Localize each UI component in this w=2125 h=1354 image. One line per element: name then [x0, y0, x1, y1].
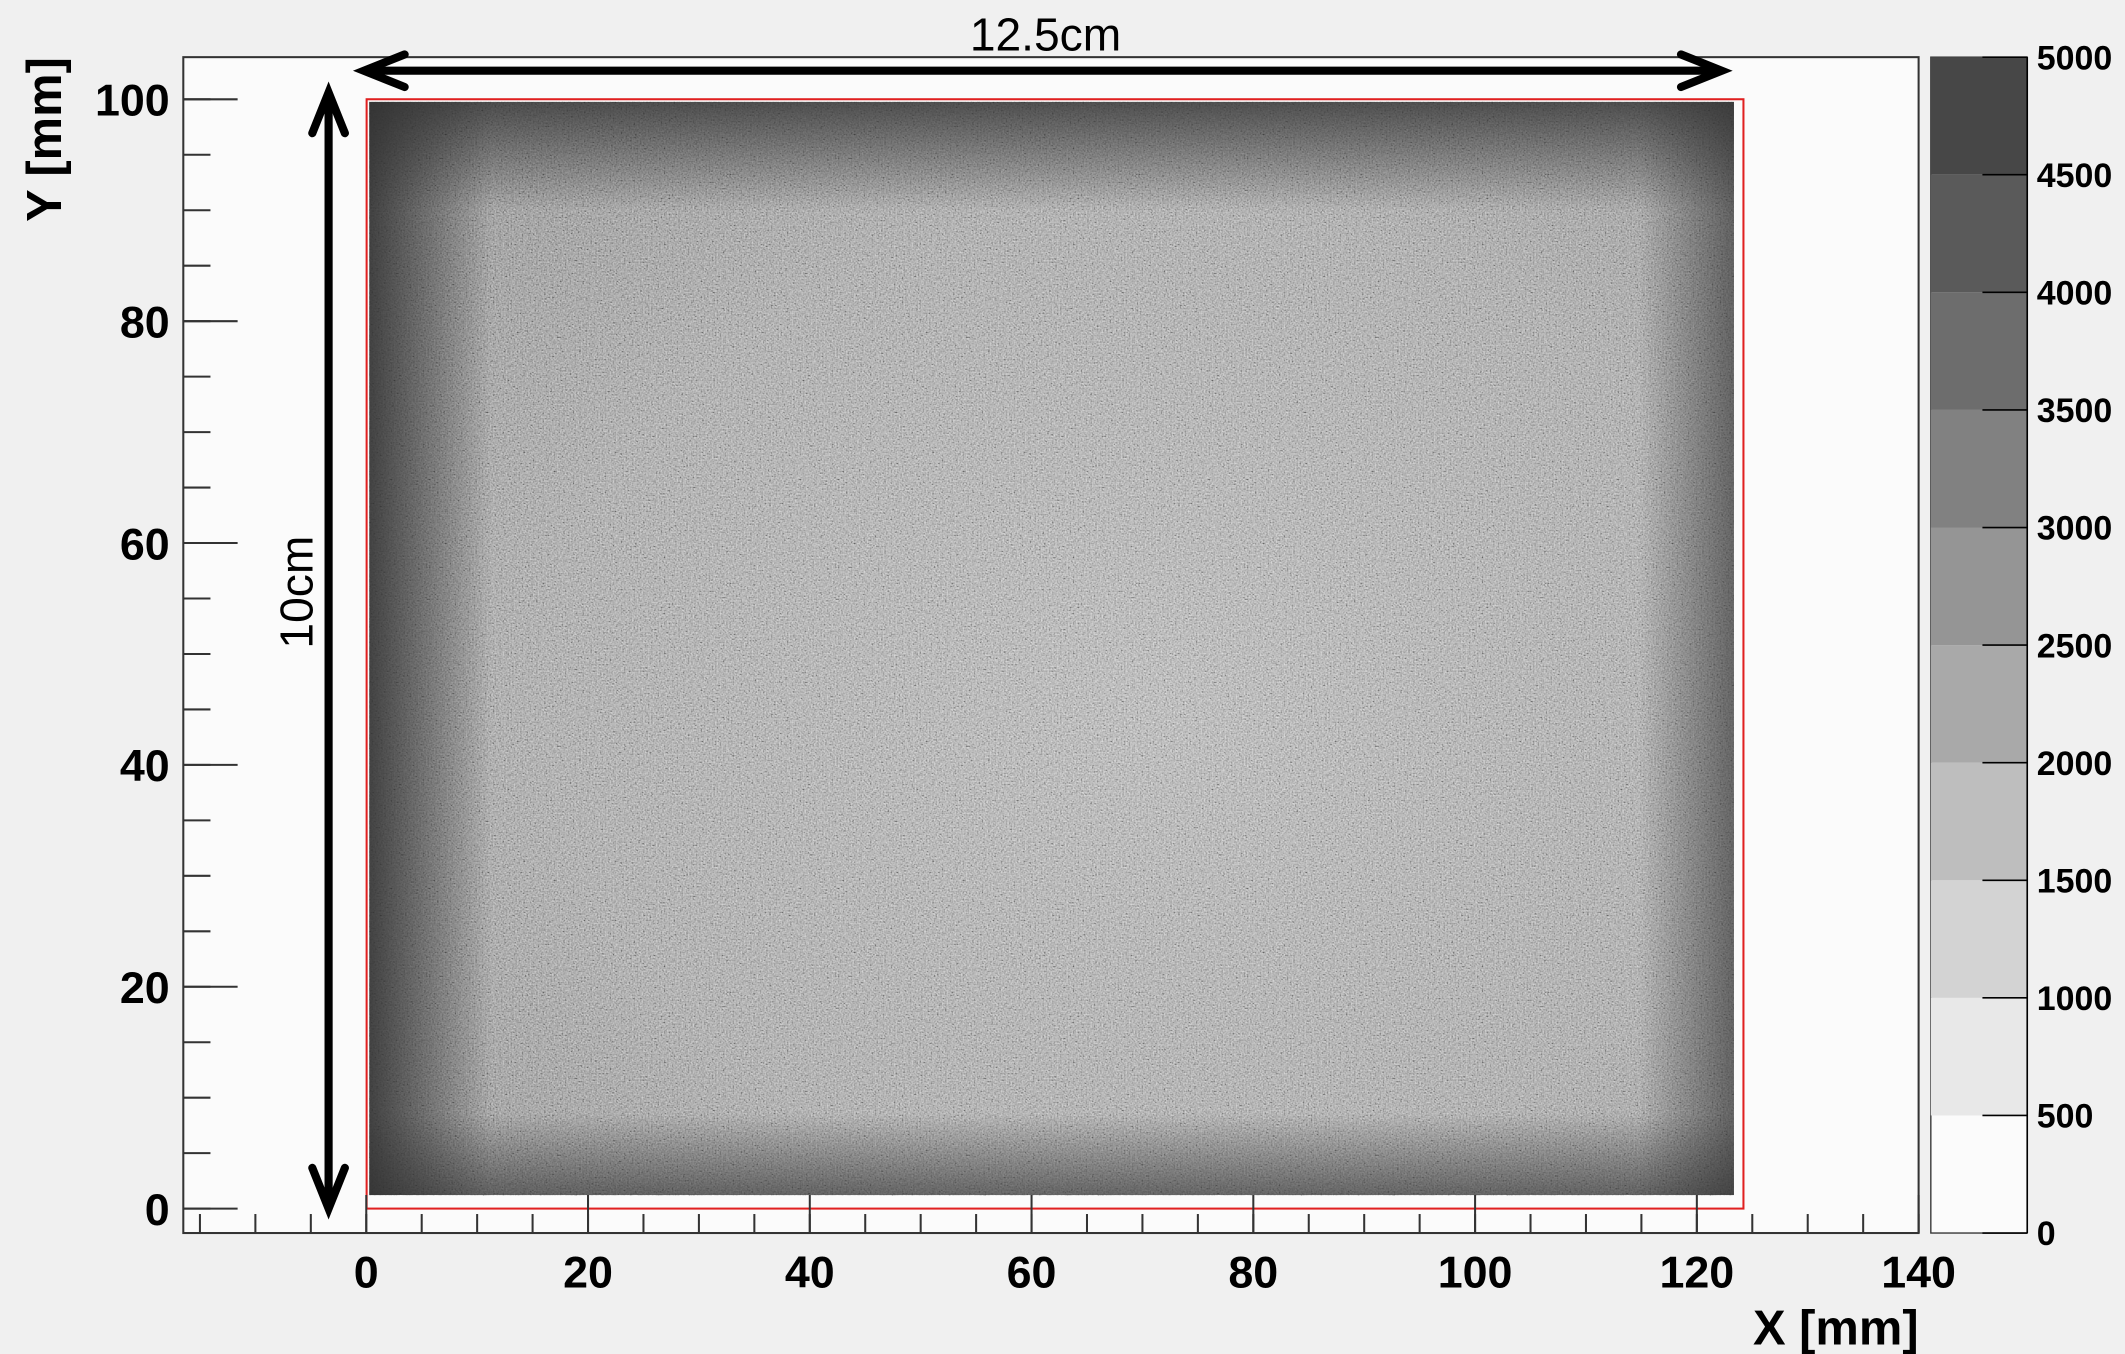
colorbar-tick-label: 2500 [2037, 627, 2113, 665]
colorbar-band [1931, 763, 2027, 881]
x-tick-label: 60 [1007, 1247, 1057, 1297]
page: 12.5cm 10cm X [mm] Y [mm] 0 20 40 60 80 100 12… [0, 0, 2125, 1354]
x-axis-title: X [mm] [1753, 1301, 1919, 1354]
colorbar-band [1931, 410, 2027, 528]
y-tick-label: 100 [95, 76, 170, 126]
colorbar-band [1931, 880, 2027, 998]
x-tick-label: 120 [1659, 1247, 1734, 1297]
annotation: 12.5cm [970, 8, 1121, 60]
y-tick-label: 20 [120, 963, 170, 1013]
colorbar-tick-label: 3000 [2037, 510, 2113, 548]
chart: 12.5cm 10cm X [mm] Y [mm] 0 20 40 60 80 100 12… [0, 0, 2125, 1354]
y-axis-title: Y [mm] [18, 57, 72, 222]
detector-image [369, 102, 1734, 1195]
colorbar-band [1931, 528, 2027, 646]
colorbar-tick-label: 2000 [2037, 745, 2113, 783]
colorbar-tick-label: 4000 [2037, 275, 2113, 313]
image-noise [369, 102, 1734, 1195]
image-shade [369, 1114, 1734, 1195]
y-tick-label: 40 [120, 741, 170, 791]
y-tick-label: 0 [145, 1185, 170, 1235]
colorbar-band [1931, 175, 2027, 293]
x-tick-label: 80 [1228, 1247, 1278, 1297]
y-tick-label: 80 [120, 297, 170, 347]
annotation: 10cm [270, 536, 322, 649]
colorbar-tick-label: 500 [2037, 1098, 2094, 1136]
colorbar-tick-label: 4500 [2037, 157, 2113, 195]
y-tick-label: 60 [120, 519, 170, 569]
x-tick-label: 20 [563, 1247, 613, 1297]
colorbar-tick-label: 1000 [2037, 980, 2113, 1018]
colorbar-tick-label: 5000 [2037, 39, 2113, 77]
image-shade [1639, 102, 1734, 1195]
colorbar-band [1931, 57, 2027, 175]
x-tick-label: 100 [1438, 1247, 1513, 1297]
image-shade [369, 102, 1734, 211]
x-tick-label: 40 [785, 1247, 835, 1297]
colorbar-tick-label: 0 [2037, 1215, 2056, 1253]
colorbar-band [1931, 998, 2027, 1116]
x-tick-label: 140 [1881, 1247, 1956, 1297]
colorbar-tick-label: 3500 [2037, 392, 2113, 430]
colorbar-band [1931, 292, 2027, 410]
image-shade [369, 102, 491, 1195]
x-tick-label: 0 [354, 1247, 379, 1297]
colorbar-band [1931, 645, 2027, 763]
colorbar-tick-label: 1500 [2037, 862, 2113, 900]
